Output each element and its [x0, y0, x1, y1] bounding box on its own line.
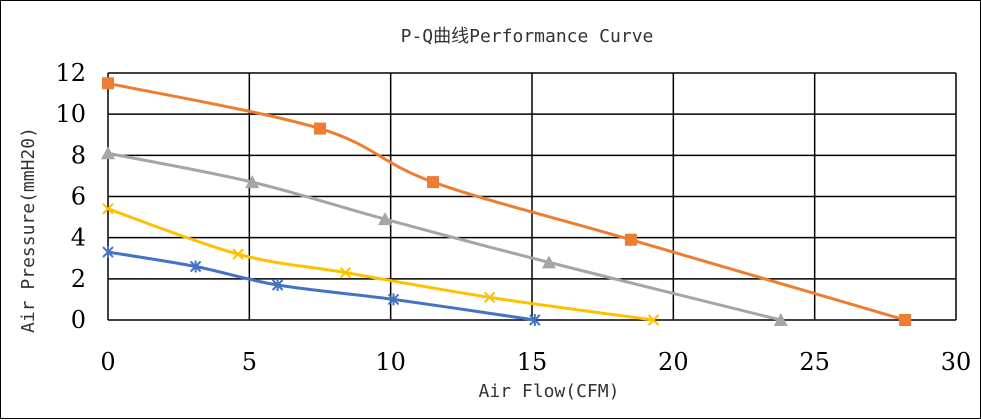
y-tick-label: 8	[71, 141, 86, 169]
x-tick-label: 5	[242, 348, 257, 376]
data-point-marker	[232, 248, 244, 260]
data-point-marker	[624, 233, 637, 246]
grid-layer	[107, 72, 957, 321]
series-3	[102, 203, 660, 326]
data-point-marker	[541, 255, 556, 269]
data-point-marker	[102, 203, 114, 215]
x-axis-label: Air Flow(CFM)	[479, 381, 620, 402]
data-point-marker	[271, 279, 284, 292]
data-point-marker	[101, 146, 115, 160]
y-tick-label: 10	[55, 100, 86, 128]
series-line	[107, 207, 654, 322]
series-line	[107, 81, 906, 322]
y-tick-label: 4	[71, 224, 86, 252]
data-point-marker	[339, 266, 352, 279]
data-point-marker	[773, 313, 788, 326]
y-tick-label: 6	[71, 183, 86, 211]
series-1	[102, 77, 912, 326]
x-tick-label: 10	[375, 348, 406, 376]
y-tick-label: 2	[71, 265, 86, 293]
data-point-marker	[189, 260, 202, 273]
y-tick-label: 0	[71, 306, 86, 334]
y-tick-label: 12	[55, 59, 86, 87]
data-point-marker	[378, 212, 393, 226]
tick-layer: 0 5 10 15 20 25 30 0 2 4 6 8 10 12	[55, 59, 971, 376]
x-tick-label: 30	[941, 348, 972, 376]
data-point-marker	[245, 175, 260, 189]
data-point-marker	[102, 246, 114, 259]
data-point-marker	[102, 77, 114, 90]
x-tick-label: 25	[799, 348, 830, 376]
data-point-marker	[314, 122, 326, 135]
x-tick-label: 15	[517, 348, 548, 376]
data-point-marker	[427, 176, 440, 189]
data-point-marker	[899, 314, 912, 326]
data-point-marker	[647, 314, 660, 326]
series-4	[102, 246, 541, 326]
x-tick-label: 0	[100, 348, 115, 376]
y-axis-label: Air Pressure(mmH20)	[18, 127, 39, 333]
data-point-marker	[529, 314, 541, 326]
chart-title: P-Q曲线Performance Curve	[401, 26, 654, 47]
series-layer	[101, 77, 912, 326]
data-point-marker	[387, 293, 400, 306]
series-2	[101, 146, 788, 326]
series-line	[107, 250, 536, 322]
data-point-marker	[483, 291, 496, 304]
series-line	[107, 151, 782, 322]
x-tick-label: 20	[658, 348, 689, 376]
